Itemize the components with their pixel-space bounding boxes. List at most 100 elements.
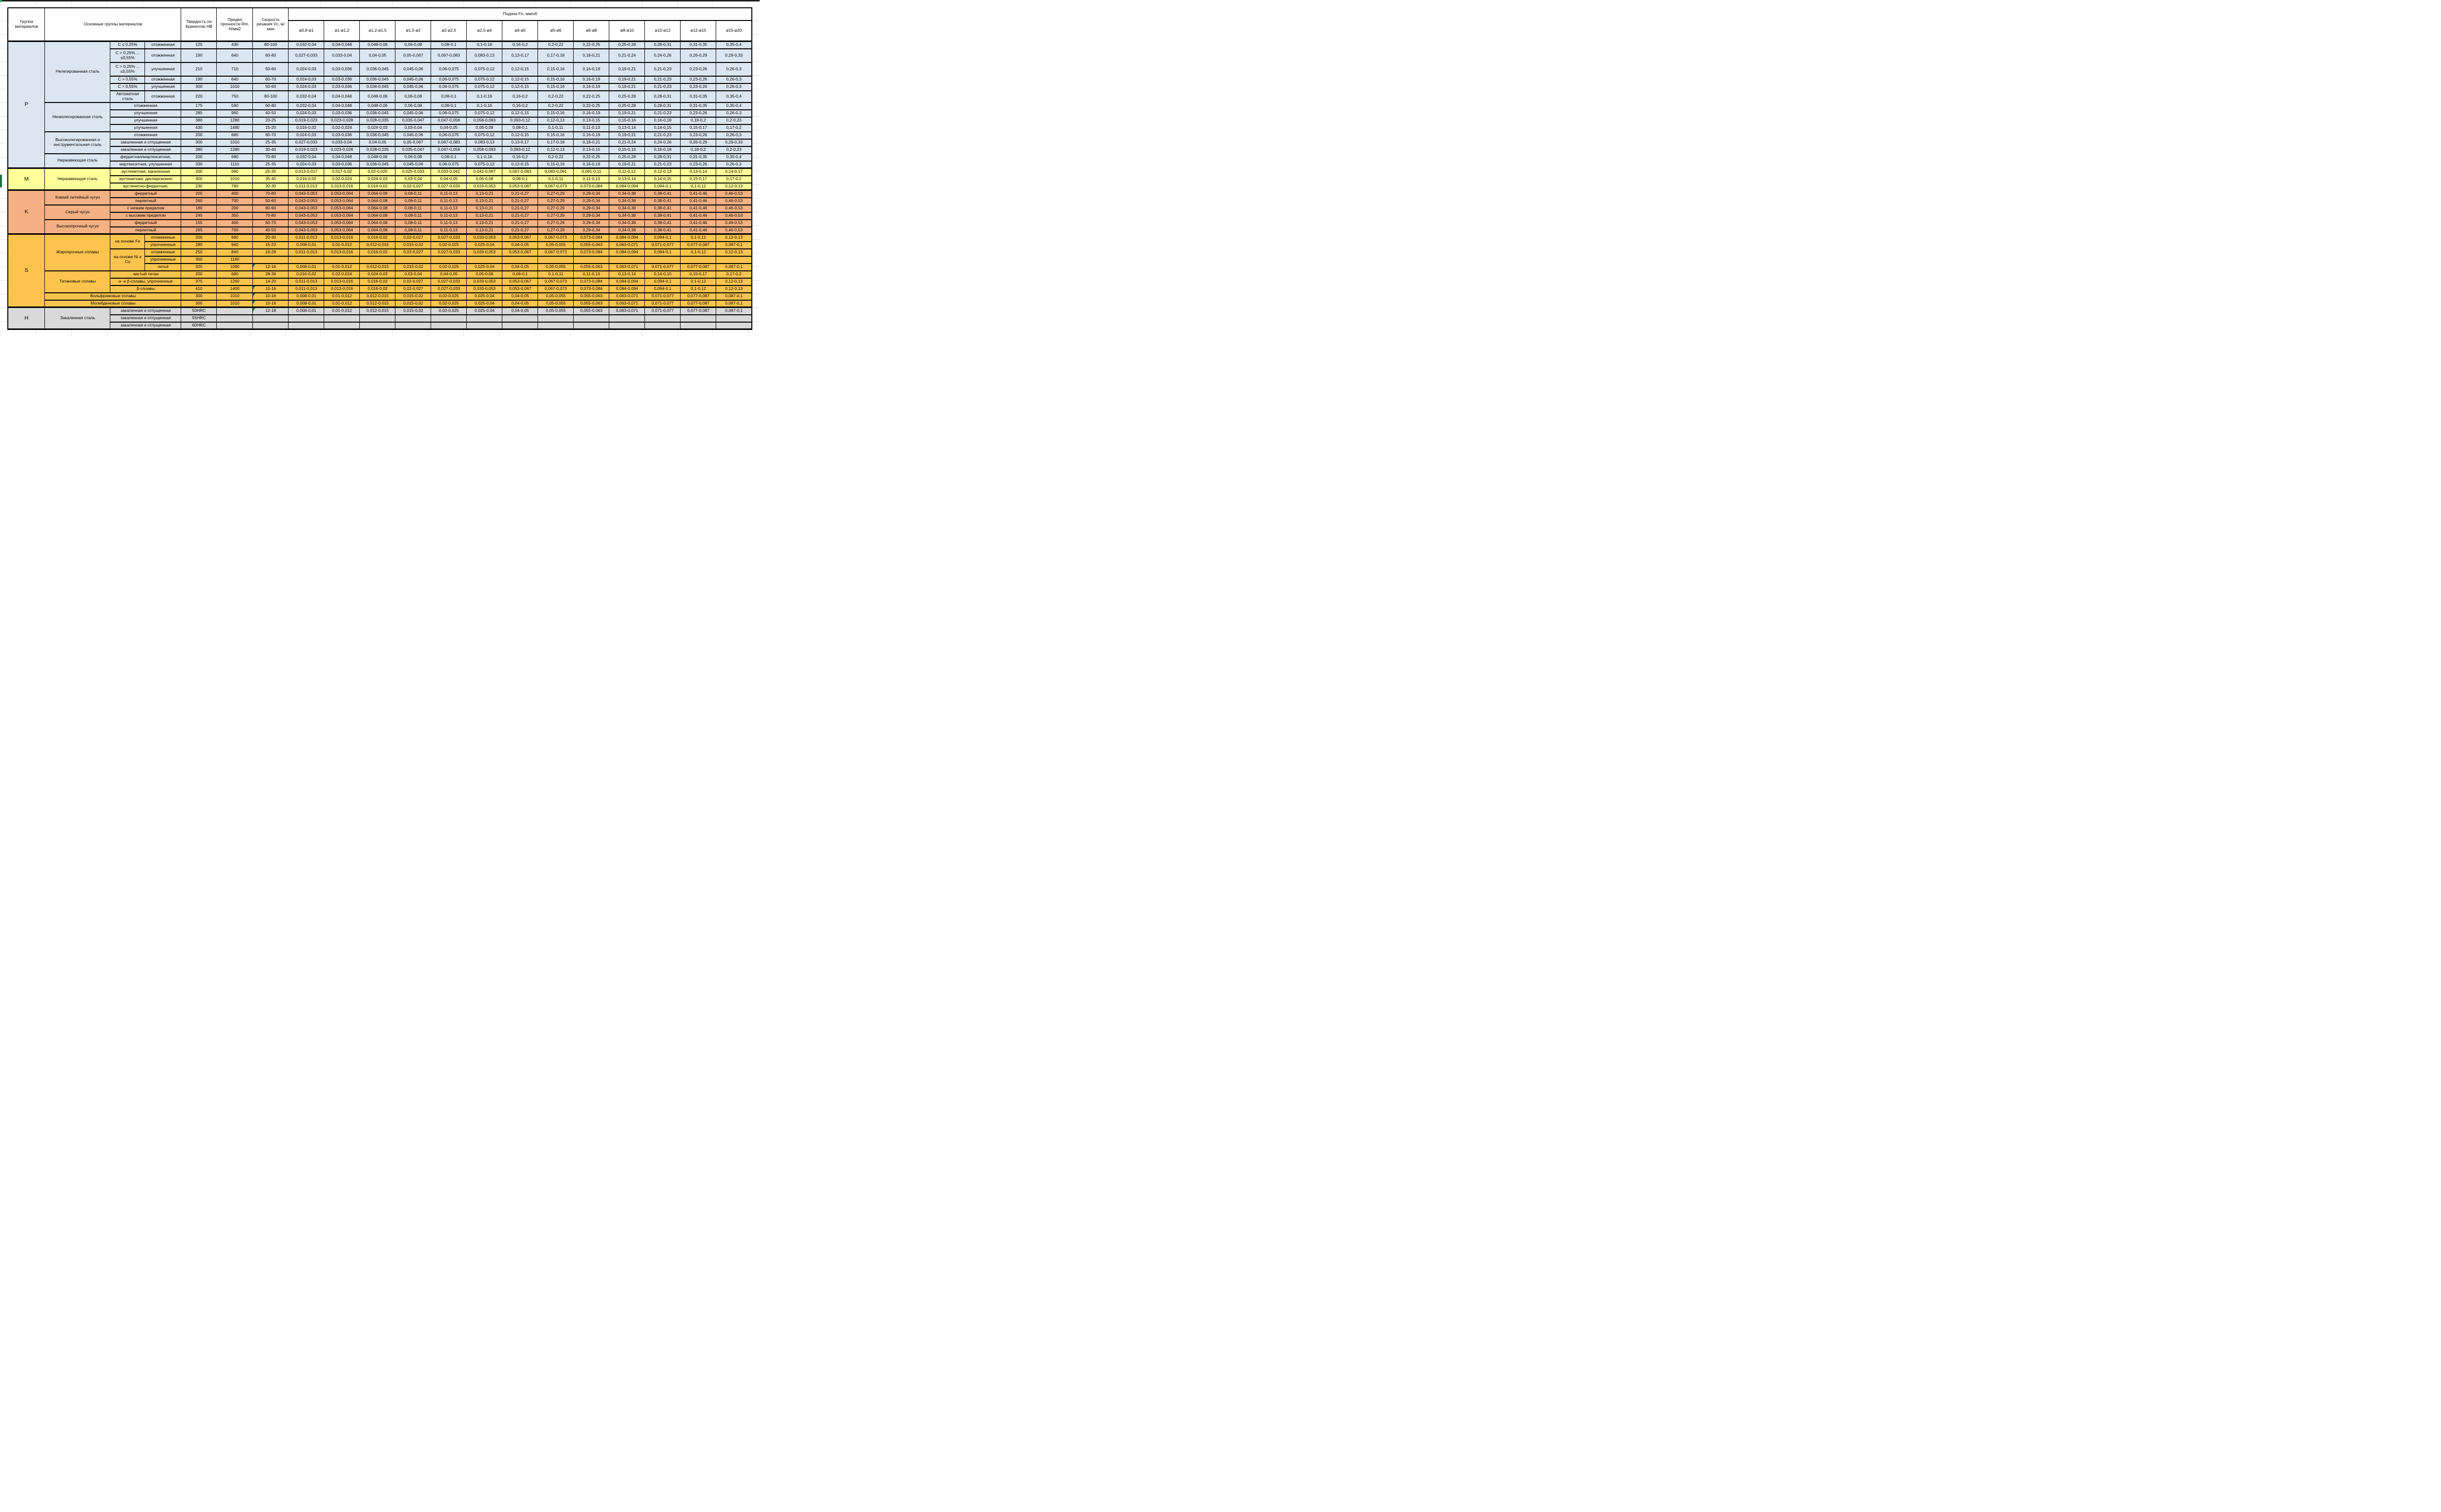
feed-cell[interactable]: 0,46-0,53: [716, 204, 752, 213]
feed-cell[interactable]: [324, 255, 360, 264]
feed-cell[interactable]: 0,075-0,12: [466, 109, 503, 118]
feed-cell[interactable]: 0,21-0,23: [644, 131, 681, 140]
speed-cell[interactable]: 12-18: [252, 306, 289, 315]
feed-cell[interactable]: 0,31-0,35: [680, 90, 717, 103]
feed-cell[interactable]: 0,02-0,025: [431, 299, 467, 308]
material-cell[interactable]: отожженная: [110, 102, 182, 110]
feed-cell[interactable]: 0,033-0,053: [466, 277, 503, 286]
feed-cell[interactable]: 0,22-0,25: [573, 41, 610, 49]
feed-cell[interactable]: 0,087-0,1: [716, 299, 752, 308]
hardness-cell[interactable]: 350: [181, 255, 217, 264]
feed-cell[interactable]: [716, 314, 752, 323]
feed-cell[interactable]: 0,15-0,17: [680, 123, 717, 132]
feed-cell[interactable]: 0,05-0,067: [395, 138, 432, 147]
feed-cell[interactable]: 0,27-0,29: [538, 219, 574, 227]
material-state-cell[interactable]: улучшенная: [145, 82, 182, 91]
feed-cell[interactable]: 0,15-0,17: [680, 270, 717, 279]
feed-cell[interactable]: 0,06-0,075: [431, 109, 467, 118]
feed-cell[interactable]: 0,067-0,073: [538, 182, 574, 191]
feed-cell[interactable]: 0,058-0,093: [466, 116, 503, 125]
feed-cell[interactable]: 0,22-0,25: [573, 90, 610, 103]
speed-cell[interactable]: 70-80: [252, 153, 289, 162]
strength-cell[interactable]: 1010: [216, 292, 253, 301]
feed-cell[interactable]: 0,075-0,12: [466, 75, 503, 84]
material-state-cell[interactable]: упрочненные: [145, 255, 182, 264]
speed-cell[interactable]: 35-45: [252, 175, 289, 184]
feed-cell[interactable]: 0,093-0,12: [502, 145, 538, 154]
feed-cell[interactable]: 0,25-0,28: [609, 41, 645, 49]
hardness-cell[interactable]: 210: [181, 61, 217, 77]
feed-cell[interactable]: 0,38-0,41: [644, 226, 681, 235]
feed-cell[interactable]: 0,064-0,08: [359, 226, 396, 235]
header-feed-col-10[interactable]: ø8-ø10: [609, 20, 645, 42]
feed-cell[interactable]: [538, 321, 574, 330]
feed-cell[interactable]: 0,04-0,048: [324, 102, 360, 110]
strength-cell[interactable]: 640: [216, 48, 253, 63]
feed-cell[interactable]: 0,04-0,05: [502, 241, 538, 249]
feed-cell[interactable]: 0,02-0,027: [395, 233, 432, 242]
material-cell[interactable]: перлитный: [110, 197, 182, 205]
hardness-cell[interactable]: 260: [181, 197, 217, 205]
feed-cell[interactable]: 0,053-0,067: [502, 248, 538, 257]
feed-cell[interactable]: 0,11-0,13: [431, 219, 467, 227]
feed-cell[interactable]: 0,34-0,38: [609, 204, 645, 213]
feed-cell[interactable]: 0,38-0,41: [644, 211, 681, 220]
feed-cell[interactable]: 0,1-0,16: [466, 102, 503, 110]
material-cell[interactable]: ферритная/мартенситная,: [110, 153, 182, 162]
feed-cell[interactable]: 0,024-0,03: [288, 75, 325, 84]
feed-cell[interactable]: 0,03-0,036: [324, 160, 360, 169]
hardness-cell[interactable]: 380: [181, 116, 217, 125]
strength-cell[interactable]: 200: [216, 204, 253, 213]
feed-cell[interactable]: 0,027-0,033: [288, 48, 325, 63]
feed-cell[interactable]: 0,094-0,1: [644, 248, 681, 257]
material-cell[interactable]: α- и β-сплавы, упрочненные: [110, 277, 182, 286]
feed-cell[interactable]: 0,017-0,02: [324, 167, 360, 176]
feed-cell[interactable]: 0,11-0,13: [431, 204, 467, 213]
hardness-cell[interactable]: 55HRC: [181, 314, 217, 323]
feed-cell[interactable]: 0,08-0,11: [395, 189, 432, 198]
feed-cell[interactable]: 0,03-0,04: [395, 270, 432, 279]
hardness-cell[interactable]: 180: [181, 204, 217, 213]
feed-cell[interactable]: 0,04-0,05: [502, 263, 538, 271]
feed-cell[interactable]: 0,084-0,094: [609, 248, 645, 257]
feed-cell[interactable]: [680, 321, 717, 330]
hardness-cell[interactable]: 230: [181, 182, 217, 191]
strength-cell[interactable]: 750: [216, 90, 253, 103]
speed-cell[interactable]: 16-28: [252, 248, 289, 257]
feed-cell[interactable]: 0,027-0,033: [431, 248, 467, 257]
feed-cell[interactable]: 0,18-0,21: [573, 48, 610, 63]
feed-cell[interactable]: 0,045-0,06: [395, 75, 432, 84]
feed-cell[interactable]: 0,31-0,35: [680, 41, 717, 49]
feed-cell[interactable]: 0,02-0,027: [395, 285, 432, 293]
feed-cell[interactable]: 0,053-0,064: [324, 211, 360, 220]
feed-cell[interactable]: 0,02-0,024: [324, 175, 360, 184]
material-state-cell[interactable]: отожженная: [145, 48, 182, 63]
hardness-cell[interactable]: 375: [181, 277, 217, 286]
feed-cell[interactable]: 0,032-0,04: [288, 90, 325, 103]
header-hardness[interactable]: Твердость по Бринеллю HB: [181, 7, 217, 42]
material-sub-cell[interactable]: на основе Fe: [110, 233, 145, 249]
material-cell[interactable]: Высокопрочный чугун: [44, 219, 111, 235]
feed-cell[interactable]: 0,15-0,16: [609, 116, 645, 125]
feed-cell[interactable]: 0,011-0,013: [288, 233, 325, 242]
feed-cell[interactable]: 0,08-0,11: [395, 211, 432, 220]
strength-cell[interactable]: 700: [216, 197, 253, 205]
strength-cell[interactable]: 710: [216, 61, 253, 77]
feed-cell[interactable]: 0,048-0,06: [359, 90, 396, 103]
feed-cell[interactable]: 0,047-0,058: [431, 145, 467, 154]
feed-cell[interactable]: [502, 314, 538, 323]
hardness-cell[interactable]: 300: [181, 175, 217, 184]
feed-cell[interactable]: 0,04-0,048: [324, 153, 360, 162]
feed-cell[interactable]: 0,04-0,048: [324, 41, 360, 49]
feed-cell[interactable]: 0,12-0,13: [644, 167, 681, 176]
feed-cell[interactable]: 0,03-0,036: [324, 82, 360, 91]
feed-cell[interactable]: 0,12-0,15: [502, 131, 538, 140]
material-cell[interactable]: Вольфрамовые сплавы: [44, 292, 182, 301]
feed-cell[interactable]: 0,025-0,04: [466, 263, 503, 271]
feed-cell[interactable]: 0,14-0,15: [644, 123, 681, 132]
feed-cell[interactable]: [431, 255, 467, 264]
header-feed-col-1[interactable]: ø0,8-ø1: [288, 20, 325, 42]
material-state-cell[interactable]: отожженные: [145, 233, 182, 242]
speed-cell[interactable]: 15-22: [252, 241, 289, 249]
feed-cell[interactable]: 0,043-0,053: [288, 189, 325, 198]
